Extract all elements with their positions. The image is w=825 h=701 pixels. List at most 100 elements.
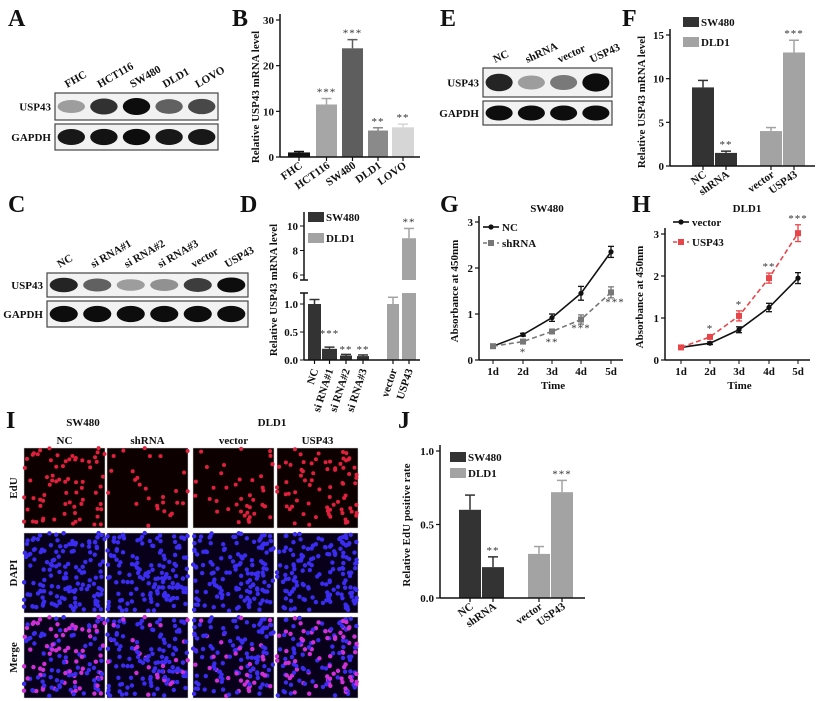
dapi-nucleus (112, 535, 117, 540)
merged-cell (283, 629, 289, 634)
significance-marker: ** (720, 139, 733, 151)
merged-cell (283, 680, 289, 685)
dapi-nucleus (21, 604, 27, 609)
merged-cell (63, 648, 68, 653)
merged-cell (282, 690, 288, 695)
merged-cell (348, 674, 353, 680)
merged-cell (214, 678, 220, 683)
merged-cell (264, 683, 270, 688)
dapi-nucleus (344, 535, 349, 541)
blot-band (155, 99, 183, 114)
merged-cell (190, 646, 196, 651)
merged-cell (347, 657, 353, 663)
dapi-nucleus (159, 570, 165, 576)
y-tick-label: 30 (263, 15, 275, 27)
dapi-nucleus (174, 595, 180, 601)
merged-cell (156, 669, 162, 674)
merged-cell (155, 660, 161, 665)
edu-cell (41, 498, 46, 503)
merged-cell (87, 634, 93, 639)
bar (715, 152, 737, 166)
dapi-nucleus (280, 579, 286, 585)
data-point (520, 338, 526, 345)
dapi-nucleus (167, 584, 172, 590)
edu-cell (22, 495, 27, 500)
dapi-nucleus (219, 556, 224, 561)
merged-cell (310, 627, 316, 632)
dapi-nucleus (74, 575, 79, 580)
merged-cell (198, 618, 204, 623)
y-tick-label: 5 (659, 117, 665, 129)
edu-cell (60, 464, 65, 469)
dapi-nucleus (212, 577, 217, 582)
dapi-nucleus (172, 552, 178, 558)
dapi-nucleus (66, 589, 72, 594)
merged-cell (324, 674, 330, 679)
merged-cell (332, 693, 338, 698)
merged-cell (142, 614, 147, 620)
dapi-nucleus (83, 559, 88, 565)
dapi-nucleus (207, 581, 212, 587)
dapi-nucleus (224, 570, 229, 575)
legend-label: SW480 (701, 17, 735, 29)
merged-cell (169, 680, 175, 685)
edu-cell (354, 472, 359, 477)
merged-cell (150, 651, 155, 656)
dapi-nucleus (249, 571, 255, 576)
legend-label: shRNA (502, 238, 536, 250)
merged-cell (238, 615, 244, 621)
y-tick-label: 6 (293, 270, 299, 282)
edu-cell (64, 490, 69, 495)
microscopy-image-edu (192, 446, 275, 529)
merged-cell (54, 678, 60, 683)
dapi-nucleus (117, 605, 122, 610)
edu-cell (307, 522, 312, 527)
dapi-nucleus (268, 599, 273, 605)
dapi-nucleus (348, 532, 353, 538)
dapi-nucleus (201, 549, 206, 555)
panel-label-B: B (232, 6, 248, 32)
dapi-nucleus (307, 607, 312, 612)
edu-cell (199, 449, 204, 454)
merged-cell (59, 679, 65, 684)
merged-cell (161, 648, 166, 653)
merged-cell (207, 665, 212, 671)
merged-cell (307, 691, 312, 696)
edu-cell (275, 489, 280, 494)
dapi-nucleus (268, 538, 274, 544)
dapi-nucleus (32, 557, 37, 562)
dapi-nucleus (57, 544, 63, 549)
merged-cell (341, 644, 346, 650)
y-tick-label: 0.5 (420, 520, 434, 532)
dapi-nucleus (59, 595, 65, 600)
dapi-nucleus (338, 546, 343, 552)
merged-cell (290, 636, 296, 642)
dapi-nucleus (160, 579, 166, 585)
merged-cell (130, 637, 135, 643)
dapi-nucleus (244, 588, 250, 594)
merged-cell (292, 650, 297, 656)
merged-cell (252, 680, 257, 685)
edu-cell (307, 483, 312, 488)
dapi-nucleus (162, 590, 168, 596)
edu-cell (106, 490, 111, 495)
edu-cell (30, 519, 35, 524)
dapi-nucleus (197, 538, 203, 543)
edu-cell (323, 460, 328, 465)
dapi-nucleus (250, 562, 255, 568)
merged-cell (216, 669, 222, 674)
dapi-nucleus (324, 598, 329, 603)
blot-band (550, 74, 578, 91)
microscopy-image-merge (105, 614, 190, 699)
merged-cell (262, 664, 267, 669)
merged-cell (95, 683, 100, 688)
merged-cell (98, 653, 103, 658)
merged-cell (127, 656, 132, 662)
bar (288, 152, 310, 157)
merged-cell (260, 671, 265, 677)
dapi-nucleus (171, 603, 177, 609)
merged-cell (161, 637, 166, 642)
dapi-nucleus (252, 596, 257, 601)
merged-cell (263, 646, 268, 651)
merged-cell (72, 679, 78, 685)
